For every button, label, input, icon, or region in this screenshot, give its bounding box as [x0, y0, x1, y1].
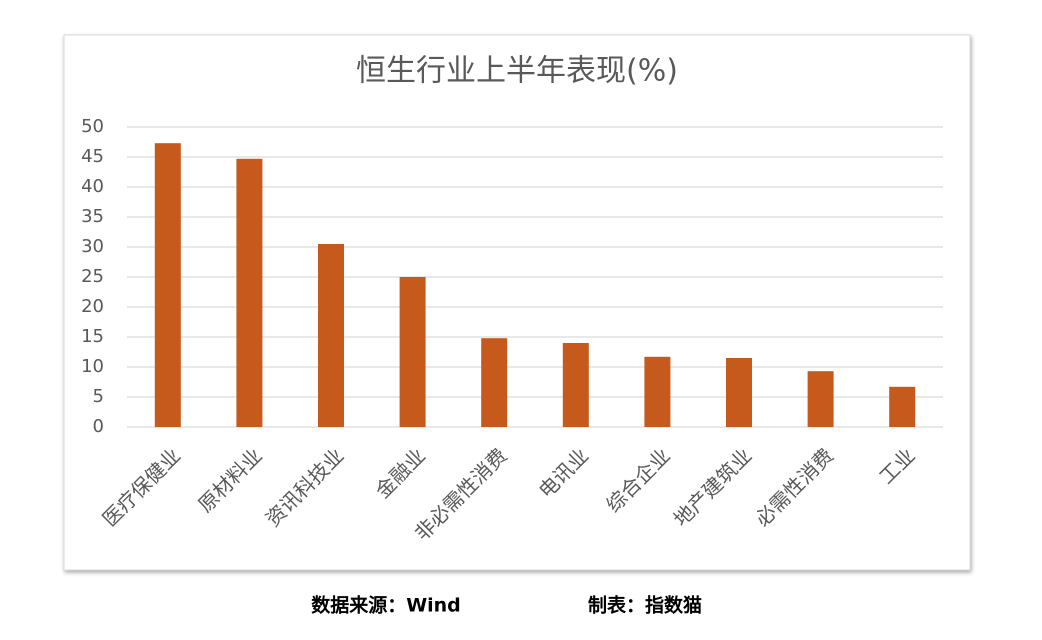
y-tick-label: 35	[81, 206, 104, 227]
bar	[644, 356, 671, 427]
footer-source: 数据来源：Wind	[311, 594, 461, 617]
bar	[399, 277, 426, 427]
bar	[318, 244, 344, 427]
y-tick-label: 20	[81, 296, 104, 317]
y-tick-label: 50	[81, 116, 104, 137]
y-tick-label: 25	[81, 266, 104, 287]
y-tick-label: 5	[93, 386, 104, 407]
y-tick-label: 30	[81, 236, 104, 257]
y-tick-label: 40	[81, 176, 104, 197]
bar	[154, 143, 181, 427]
bar	[481, 338, 508, 427]
bar	[726, 358, 752, 427]
y-tick-label: 0	[93, 416, 104, 437]
bar	[807, 371, 834, 427]
chart-card	[63, 34, 971, 571]
bar	[562, 343, 589, 427]
bar	[889, 386, 916, 427]
chart-title: 恒生行业上半年表现(%)	[356, 54, 678, 89]
y-tick-label: 15	[81, 326, 104, 347]
footer-credit: 制表：指数猫	[588, 594, 702, 617]
bar	[236, 158, 263, 428]
y-tick-label: 45	[81, 146, 104, 167]
y-tick-label: 10	[81, 356, 104, 377]
